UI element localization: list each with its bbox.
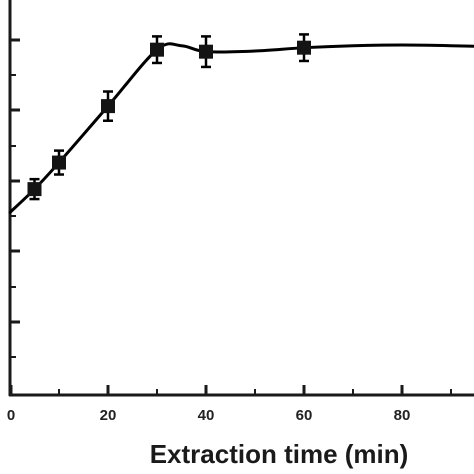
x-tick-label: 60 [296,407,313,424]
x-axis-ticks [9,385,452,395]
x-tick-label: 40 [198,407,215,424]
y-axis-ticks [10,38,20,358]
error-bars [29,33,309,201]
x-tick-label: 0 [7,407,15,424]
x-axis-tick-labels: 0 20 40 60 80 [7,407,411,424]
fitted-curve [8,42,474,214]
data-point [297,40,311,55]
data-point [101,99,115,114]
data-point [199,44,213,59]
x-axis-title: Extraction time (min) [150,439,409,469]
x-tick-label: 80 [394,407,411,424]
data-point [150,42,164,57]
data-point [52,155,66,170]
plot-area: 0 20 40 60 80 [7,0,474,424]
x-tick-label: 20 [100,407,117,424]
data-point [27,182,42,197]
data-markers [27,40,311,197]
